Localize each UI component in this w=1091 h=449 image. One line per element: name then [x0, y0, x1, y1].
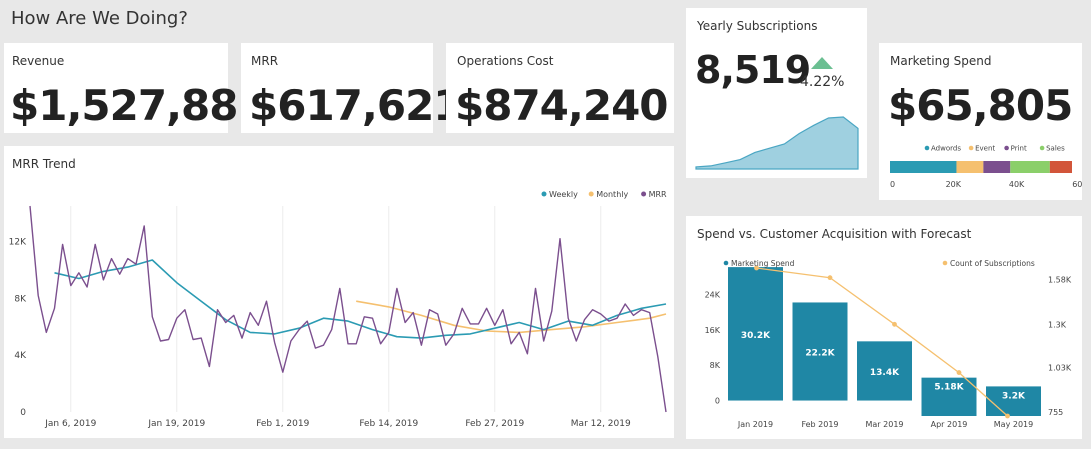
legend-marker-count-of-subscriptions: [942, 260, 948, 266]
x-tick-label: 60K: [1072, 180, 1082, 189]
yearly-subscriptions-change: 4.22%: [800, 74, 845, 90]
bar-data-label: 3.2K: [1002, 391, 1026, 401]
legend-marker-adwords: [924, 145, 930, 151]
mrr-value: $617,621: [249, 81, 463, 130]
yearly-subscriptions-card: Yearly Subscriptions 8,519 4.22%: [686, 8, 867, 178]
legend-marker-print: [1004, 145, 1009, 151]
legend-marker-event: [968, 145, 974, 151]
bar-data-label: 13.4K: [870, 368, 900, 378]
x-tick-label: Jan 2019: [737, 420, 773, 429]
bar-may-2019: [986, 386, 1041, 416]
y-tick-label: 4K: [14, 351, 27, 361]
y-right-tick-label: 1.03K: [1048, 364, 1072, 373]
x-tick-label: Feb 14, 2019: [359, 419, 418, 429]
spend-acquisition-chart: 0 8K 16K 24K 755 1.03K 1.3K 1.58K 30.2K Jan 2019 2…: [705, 259, 1072, 429]
x-tick-label: Feb 2019: [801, 420, 838, 429]
x-tick-label: Mar 12, 2019: [571, 419, 631, 429]
yearly-subscriptions-value: 8,519: [695, 48, 811, 92]
revenue-label: Revenue: [12, 54, 65, 68]
series-line-monthly: [356, 300, 667, 334]
line-point: [1005, 413, 1010, 419]
x-tick-label: May 2019: [994, 420, 1033, 429]
legend-label-sales: Sales: [1046, 145, 1065, 153]
legend-marker-monthly: [588, 191, 594, 197]
legend-marker-weekly: [541, 191, 547, 197]
bar-feb-2019: [792, 302, 848, 401]
legend-marker-sales: [1039, 145, 1045, 151]
bar-data-label: 5.18K: [934, 383, 964, 393]
legend-marker-mrr: [641, 191, 647, 197]
legend-marker-marketing-spend: [723, 260, 729, 266]
bar-jan-2019: [728, 267, 783, 401]
legend-label-marketing-spend: Marketing Spend: [731, 259, 795, 268]
marketing-spend-stacked-bar: 0 20K 40K 60K Adwords Event Print Sales: [890, 145, 1082, 189]
bar-data-label: 30.2K: [741, 331, 771, 341]
legend-label-adwords: Adwords: [931, 145, 961, 153]
x-tick-label: Mar 2019: [866, 420, 904, 429]
stack-segment-print: [983, 161, 1011, 173]
x-tick-label: Jan 19, 2019: [147, 419, 205, 429]
marketing-spend-label: Marketing Spend: [890, 54, 992, 68]
series-line-mrr: [29, 205, 667, 413]
y-tick-label: 8K: [14, 294, 27, 304]
marketing-spend-value: $65,805: [888, 81, 1073, 130]
mrr-trend-chart: Jan 6, 2019 Jan 19, 2019 Feb 1, 2019 Feb 14…: [9, 190, 667, 429]
y-right-tick-label: 1.3K: [1048, 320, 1067, 329]
marketing-spend-card: Marketing Spend $65,805 0 20K 40K 60K Adword…: [879, 43, 1082, 200]
stack-segment: [1049, 161, 1072, 173]
x-tick-label: Jan 6, 2019: [44, 419, 96, 429]
bar-apr-2019: [921, 377, 977, 416]
x-tick-label: Apr 2019: [931, 420, 968, 429]
subscriptions-area-chart: [695, 116, 859, 170]
y-right-tick-label: 755: [1048, 408, 1063, 417]
x-tick-label: 40K: [1009, 180, 1025, 189]
subscriptions-area: [695, 116, 859, 170]
legend-label-count-of-subscriptions: Count of Subscriptions: [950, 259, 1035, 268]
mrr-trend-title: MRR Trend: [12, 157, 76, 171]
legend-label-monthly: Monthly: [596, 190, 628, 199]
line-point: [827, 275, 833, 281]
legend-label-weekly: Weekly: [549, 190, 578, 199]
x-tick-label: Feb 27, 2019: [465, 419, 524, 429]
operations-cost-card: Operations Cost $874,240: [446, 43, 674, 133]
y-left-tick-label: 0: [715, 397, 720, 406]
y-tick-label: 0: [20, 408, 26, 418]
operations-cost-label: Operations Cost: [457, 54, 554, 68]
line-point: [892, 321, 897, 327]
bar-data-label: 22.2K: [805, 348, 835, 358]
spend-acquisition-title: Spend vs. Customer Acquisition with Fore…: [697, 227, 972, 241]
x-tick-label: 20K: [946, 180, 962, 189]
revenue-card: Revenue $1,527,881: [4, 43, 267, 133]
mrr-label: MRR: [251, 54, 279, 68]
mrr-card: MRR $617,621: [241, 43, 463, 133]
legend-label-event: Event: [975, 145, 995, 153]
y-left-tick-label: 16K: [705, 326, 721, 335]
x-tick-label: Feb 1, 2019: [256, 419, 309, 429]
y-left-tick-label: 24K: [705, 291, 721, 300]
stack-segment-event: [956, 161, 984, 173]
bar-mar-2019: [857, 341, 912, 401]
trend-up-icon: [811, 57, 833, 69]
operations-cost-value: $874,240: [455, 81, 669, 130]
page-title: How Are We Doing?: [11, 8, 188, 29]
mrr-trend-card: MRR Trend Jan 6, 2019 Jan 19, 2019 Feb 1, …: [4, 146, 674, 438]
y-tick-label: 12K: [9, 238, 27, 248]
legend-label-mrr: MRR: [649, 190, 667, 199]
stack-segment-adwords: [890, 161, 957, 173]
line-point: [956, 370, 962, 375]
x-tick-label: 0: [890, 180, 895, 189]
y-left-tick-label: 8K: [710, 361, 721, 370]
series-line-weekly: [54, 259, 667, 339]
line-point: [754, 265, 759, 271]
y-right-tick-label: 1.58K: [1048, 275, 1072, 284]
spend-acquisition-card: Spend vs. Customer Acquisition with Fore…: [686, 216, 1082, 439]
stack-segment-sales: [1010, 161, 1050, 173]
revenue-value: $1,527,881: [10, 81, 267, 130]
yearly-subscriptions-label: Yearly Subscriptions: [697, 19, 818, 33]
legend-label-print: Print: [1011, 145, 1027, 153]
